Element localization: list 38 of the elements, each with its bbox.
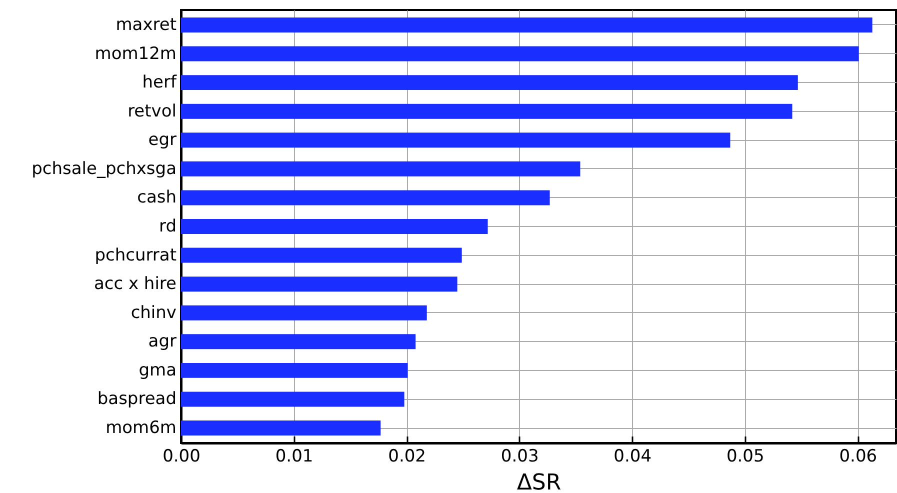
y-tick-label: herf [142, 72, 178, 93]
y-tick-label: retvol [128, 101, 176, 122]
bar [181, 392, 404, 407]
x-tick-label: 0.02 [388, 446, 426, 466]
y-tick-label: maxret [116, 14, 177, 35]
x-tick-label: 0.05 [726, 446, 764, 466]
bar [181, 276, 458, 292]
bar [181, 104, 792, 119]
bar [181, 46, 859, 62]
y-tick-label: mom6m [106, 418, 176, 438]
bar [181, 248, 462, 263]
bar [181, 305, 427, 320]
y-tick-label: mom12m [94, 44, 176, 64]
bar [181, 190, 550, 206]
y-tick-label: pchsale_pchxsga [32, 158, 176, 179]
x-tick-label: 0.03 [500, 446, 539, 466]
bar [181, 219, 488, 234]
y-tick-label: gma [138, 360, 176, 380]
y-tick-label: baspread [97, 389, 176, 410]
bar [181, 75, 798, 90]
bar [181, 334, 416, 350]
y-tick-label: chinv [130, 302, 176, 323]
y-tick-label: rd [159, 216, 176, 236]
bar [181, 17, 872, 32]
y-tick-label: acc x hire [94, 274, 176, 294]
bar [181, 132, 730, 148]
x-tick-label: 0.01 [275, 446, 314, 466]
x-tick-label: 0.06 [839, 446, 878, 466]
bar [181, 161, 580, 176]
y-tick-label: egr [148, 130, 176, 150]
x-tick-label: 0.00 [162, 446, 200, 466]
bar [181, 420, 381, 436]
x-tick-label: 0.04 [614, 446, 652, 466]
x-axis-title: ΔSR [516, 470, 562, 493]
bar [181, 362, 408, 378]
y-tick-label: cash [137, 188, 176, 208]
y-tick-label: pchcurrat [94, 245, 177, 266]
y-tick-label: agr [148, 332, 177, 352]
